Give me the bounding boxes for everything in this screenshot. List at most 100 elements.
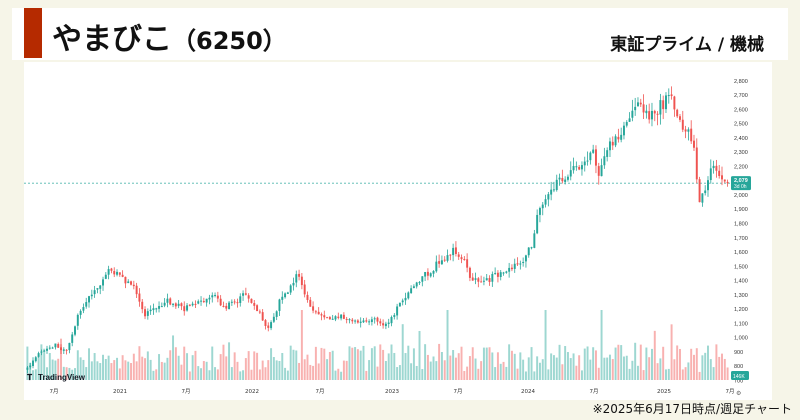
volume-bar <box>589 359 592 380</box>
candle-body <box>275 311 278 317</box>
candle-body <box>306 294 309 300</box>
volume-bar <box>659 358 662 380</box>
candle-body <box>508 267 511 272</box>
y-tick-label: 700 <box>734 379 743 385</box>
candle-body <box>110 268 113 271</box>
candle-body <box>284 293 287 298</box>
candle-body <box>681 119 684 130</box>
volume-bar <box>239 371 242 380</box>
volume-bar <box>561 364 564 380</box>
volume-bar <box>250 369 253 380</box>
volume-bar <box>160 361 163 380</box>
company-title: やまびこ（6250） <box>52 14 287 58</box>
candle-body <box>676 109 679 117</box>
candle-body <box>505 271 508 273</box>
candle-body <box>491 273 494 282</box>
candle-body <box>454 247 457 254</box>
volume-bar <box>127 361 130 380</box>
candle-body <box>424 271 427 277</box>
volume-bar <box>508 344 511 380</box>
y-tick-label: 1,900 <box>734 207 748 213</box>
volume-bar <box>85 367 88 380</box>
volume-bar <box>57 358 60 380</box>
volume-bar <box>718 356 721 380</box>
volume-bar <box>592 347 595 380</box>
candle-body <box>558 177 561 180</box>
volume-bar <box>424 344 427 380</box>
volume-bar <box>233 352 236 380</box>
candle-body <box>547 194 550 200</box>
volume-bar <box>244 358 247 380</box>
candle-body <box>236 302 239 304</box>
volume-bar <box>54 360 57 380</box>
volume-bar <box>166 357 169 380</box>
volume-bar <box>415 365 418 380</box>
candle-body <box>113 271 116 275</box>
volume-bar <box>174 347 177 380</box>
volume-bar <box>552 355 555 380</box>
candle-body <box>286 292 289 294</box>
volume-bar <box>429 361 432 380</box>
candle-body <box>440 260 443 265</box>
candle-body <box>690 128 693 142</box>
volume-bar <box>34 369 37 380</box>
volume-bar <box>396 367 399 380</box>
candle-body <box>642 104 645 113</box>
volume-bar <box>354 347 357 380</box>
candle-body <box>415 282 418 287</box>
volume-bar <box>26 346 29 380</box>
x-tick-label: 7月 <box>316 388 325 395</box>
volume-bar <box>247 351 250 380</box>
candle-body <box>684 129 687 132</box>
candle-body <box>208 297 211 300</box>
candle-body <box>289 285 292 293</box>
volume-bar <box>79 357 82 380</box>
volume-bar <box>68 367 71 380</box>
candle-body <box>180 303 183 307</box>
volume-bar <box>298 362 301 380</box>
volume-bar <box>253 351 256 380</box>
candle-body <box>272 316 275 322</box>
volume-bar <box>477 368 480 380</box>
candle-body <box>457 254 460 257</box>
volume-bar <box>272 357 275 380</box>
candle-body <box>200 300 203 302</box>
volume-bar <box>631 360 634 380</box>
volume-bar <box>709 359 712 380</box>
candle-body <box>270 322 273 329</box>
candle-body <box>309 299 312 307</box>
volume-bar <box>356 349 359 380</box>
candle-body <box>715 165 718 171</box>
volume-bar <box>721 353 723 380</box>
candle-body <box>393 315 396 317</box>
volume-bar <box>474 358 477 380</box>
volume-bar <box>673 359 676 380</box>
candle-body <box>452 247 455 256</box>
candle-body <box>662 100 665 110</box>
candle-body <box>631 110 634 118</box>
volume-bar <box>219 354 222 380</box>
candle-body <box>603 156 606 166</box>
candle-body <box>561 177 564 182</box>
volume-bar <box>482 347 485 380</box>
volume-bar <box>135 361 138 380</box>
volume-bar <box>449 355 452 380</box>
candle-body <box>524 255 527 262</box>
volume-bar <box>667 368 670 380</box>
candle-body <box>466 259 469 268</box>
volume-bar <box>440 352 443 380</box>
candle-body <box>172 303 175 305</box>
candle-body <box>188 304 191 306</box>
volume-bar <box>715 344 718 380</box>
volume-bar <box>376 366 379 380</box>
volume-bar <box>670 324 673 380</box>
candle-body <box>477 278 480 282</box>
candle-body <box>589 152 592 161</box>
candle-body <box>256 305 259 312</box>
volume-bar <box>541 359 544 380</box>
volume-bar <box>317 363 320 380</box>
candle-body <box>102 279 104 286</box>
volume-bar <box>230 367 233 380</box>
candle-body <box>99 285 102 289</box>
y-tick-label: 2,800 <box>734 79 748 85</box>
